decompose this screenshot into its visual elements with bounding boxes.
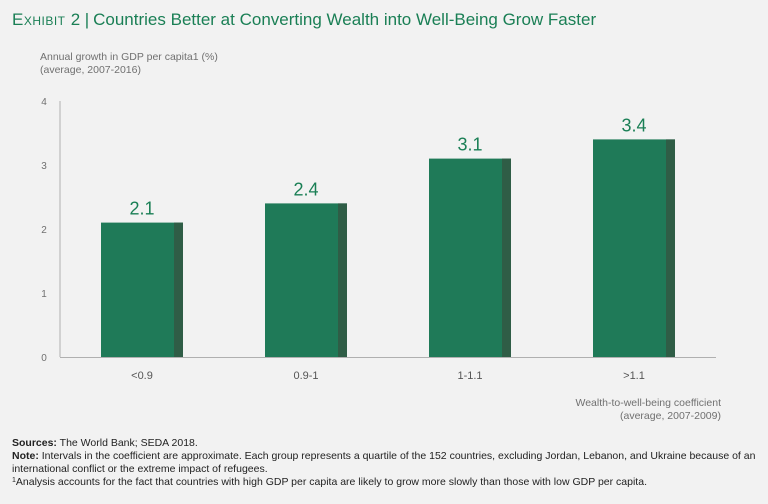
- y-tick-label: 0: [41, 353, 47, 364]
- footnote-text: Analysis accounts for the fact that coun…: [15, 476, 647, 488]
- bar-shade: [502, 158, 511, 357]
- x-axis-label-line1: Wealth-to-well-being coefficient: [575, 397, 721, 409]
- y-tick-label: 2: [41, 225, 47, 236]
- bar-value-label: 3.4: [621, 115, 646, 135]
- bar: [101, 222, 183, 357]
- footnote-line: 1Analysis accounts for the fact that cou…: [12, 476, 762, 489]
- note-line: Note: Intervals in the coefficient are a…: [12, 450, 762, 476]
- y-tick-label: 3: [41, 161, 47, 172]
- bar: [265, 203, 347, 357]
- x-tick-label: 1-1.1: [457, 370, 482, 382]
- bar: [429, 158, 511, 357]
- chart-title: Exhibit 2 | Countries Better at Converting…: [12, 10, 596, 30]
- x-axis-label: Wealth-to-well-being coefficient (averag…: [575, 397, 721, 423]
- y-axis-label-line1: Annual growth in GDP per capita1 (%): [40, 51, 218, 63]
- bar: [593, 139, 675, 357]
- bar-shade: [174, 222, 183, 357]
- bar-shade: [666, 139, 675, 357]
- bar-value-label: 2.4: [293, 179, 318, 199]
- title-separator: |: [84, 10, 90, 29]
- y-tick-label: 1: [41, 289, 47, 300]
- x-tick-label: 0.9-1: [293, 370, 318, 382]
- sources-text: The World Bank; SEDA 2018.: [59, 437, 198, 449]
- note-label: Note:: [12, 450, 39, 462]
- exhibit-label: Exhibit 2: [12, 10, 81, 29]
- bar-chart: 0 1 2 3 4 2.1 <0.9 2.4 0.9-1 3.1 1-1.1 3.4 >1.1: [41, 97, 716, 382]
- chart-footer: Sources: The World Bank; SEDA 2018. Note…: [12, 437, 762, 489]
- footnote-marker: 1: [12, 477, 16, 484]
- x-tick-label: <0.9: [131, 370, 153, 382]
- y-axis-label-line2: (average, 2007-2016): [40, 64, 141, 76]
- y-axis-label: Annual growth in GDP per capita1 (%) (av…: [40, 51, 218, 77]
- bar-value-label: 3.1: [457, 135, 482, 155]
- x-tick-label: >1.1: [623, 370, 645, 382]
- sources-line: Sources: The World Bank; SEDA 2018.: [12, 437, 762, 450]
- x-axis-label-line2: (average, 2007-2009): [620, 410, 721, 422]
- title-text: Countries Better at Converting Wealth in…: [93, 10, 597, 29]
- y-tick-label: 4: [41, 97, 47, 108]
- bar-value-label: 2.1: [129, 199, 154, 219]
- sources-label: Sources:: [12, 437, 57, 449]
- note-text: Intervals in the coefficient are approxi…: [12, 450, 756, 475]
- bar-shade: [338, 203, 347, 357]
